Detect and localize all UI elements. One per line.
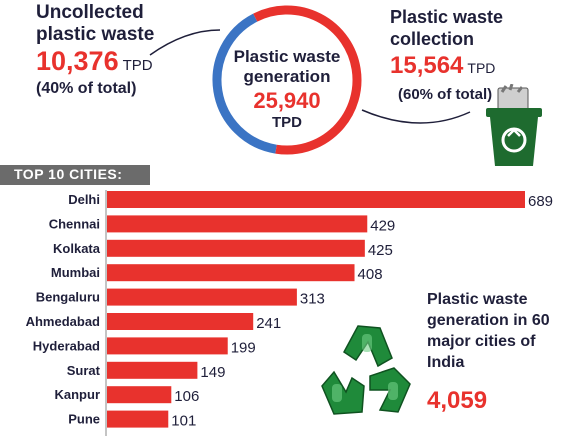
recycle-bin-icon xyxy=(486,84,542,166)
bar-kanpur xyxy=(107,386,172,404)
major-cities-title: Plastic waste generation in 60 major cit… xyxy=(427,291,550,371)
uncollected-title: Uncollected plastic waste xyxy=(36,2,155,45)
uncollected-share: (40% of total) xyxy=(36,80,137,97)
city-label: Mumbai xyxy=(51,265,100,280)
collection-value: 15,564 xyxy=(390,52,464,79)
connector-line-right xyxy=(361,109,471,124)
donut-chart xyxy=(149,5,471,155)
bar-kolkata xyxy=(107,239,365,257)
bar-value-label: 199 xyxy=(231,339,256,356)
collection-value-row: 15,564 TPD xyxy=(390,52,495,80)
city-label: Hyderabad xyxy=(33,338,100,353)
recycle-symbol-icon xyxy=(321,325,411,415)
collection-share: (60% of total) xyxy=(398,86,493,103)
top-cities-label: TOP 10 CITIES: xyxy=(14,166,123,182)
city-label: Pune xyxy=(68,412,100,427)
bar-surat xyxy=(107,361,198,379)
uncollected-value: 10,376 xyxy=(36,46,119,76)
bar-mumbai xyxy=(107,264,355,282)
bar-value-label: 429 xyxy=(370,217,395,234)
bar-value-label: 149 xyxy=(200,364,225,381)
top-cities-bar-chart: Delhi 689 Chennai 429 Kolkata 425 Mumbai 408 Ben… xyxy=(26,190,553,436)
generation-unit: TPD xyxy=(272,114,302,131)
city-label: Ahmedabad xyxy=(26,314,100,329)
connector-line-left xyxy=(149,29,221,56)
bar-value-label: 313 xyxy=(300,291,325,308)
city-label: Kolkata xyxy=(53,241,101,256)
bar-value-label: 408 xyxy=(358,266,383,283)
uncollected-value-row: 10,376 TPD xyxy=(36,46,153,77)
bar-value-label: 106 xyxy=(174,388,199,405)
bar-delhi xyxy=(107,191,525,208)
bar-value-label: 425 xyxy=(368,242,393,259)
city-label: Kanpur xyxy=(55,387,101,402)
city-label: Surat xyxy=(67,363,101,378)
bar-value-label: 241 xyxy=(256,315,281,332)
bar-pune xyxy=(107,410,169,428)
bar-bengaluru xyxy=(107,288,297,306)
generation-value: 25,940 xyxy=(253,88,321,113)
city-label: Delhi xyxy=(68,192,100,207)
donut-slice-uncollected xyxy=(212,13,277,154)
bar-value-label: 689 xyxy=(528,193,553,210)
collection-title: Plastic waste collection xyxy=(390,7,504,49)
city-label: Chennai xyxy=(49,216,100,231)
uncollected-unit: TPD xyxy=(122,57,153,74)
collection-unit: TPD xyxy=(467,60,496,76)
donut-slice-collected xyxy=(253,5,362,155)
bar-chennai xyxy=(107,215,368,233)
bar-hyderabad xyxy=(107,337,228,355)
major-cities-value: 4,059 xyxy=(427,387,488,414)
bar-ahmedabad xyxy=(107,313,254,330)
generation-title: Plastic waste generation xyxy=(233,47,341,86)
bar-value-label: 101 xyxy=(171,413,196,430)
top-cities-band xyxy=(0,165,150,185)
city-label: Bengaluru xyxy=(36,290,100,305)
